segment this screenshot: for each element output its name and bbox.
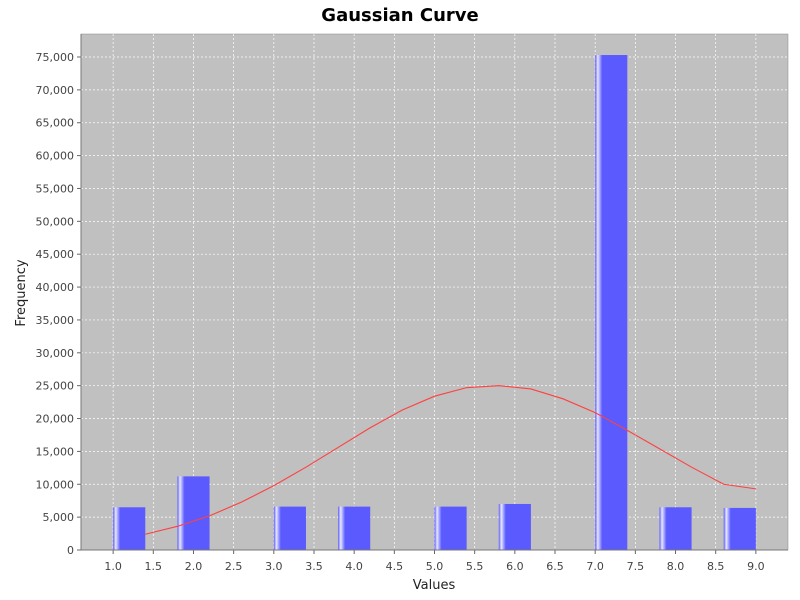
y-tick-label: 15,000 bbox=[36, 445, 75, 458]
y-tick-label: 40,000 bbox=[36, 281, 75, 294]
x-tick-label: 8.5 bbox=[707, 560, 725, 573]
bar bbox=[434, 506, 467, 550]
bar bbox=[595, 55, 628, 550]
y-tick-label: 25,000 bbox=[36, 380, 75, 393]
y-tick-label: 10,000 bbox=[36, 478, 75, 491]
x-tick-label: 5.0 bbox=[426, 560, 444, 573]
y-tick-label: 60,000 bbox=[36, 150, 75, 163]
x-tick-label: 4.5 bbox=[386, 560, 404, 573]
y-tick-label: 20,000 bbox=[36, 413, 75, 426]
plot-area: 0 5,000 10,000 15,000 20,000 25,000 30,000 35,0… bbox=[36, 33, 789, 573]
y-tick-label: 70,000 bbox=[36, 84, 75, 97]
x-tick-label: 7.5 bbox=[627, 560, 645, 573]
bar bbox=[113, 507, 146, 550]
x-tick-label: 5.5 bbox=[466, 560, 484, 573]
y-tick-label: 75,000 bbox=[36, 51, 75, 64]
x-tick-label: 2.0 bbox=[185, 560, 203, 573]
x-tick-label: 2.5 bbox=[225, 560, 243, 573]
x-tick-label: 1.5 bbox=[145, 560, 163, 573]
x-tick-label: 3.0 bbox=[265, 560, 283, 573]
y-tick-label: 5,000 bbox=[43, 511, 75, 524]
bar bbox=[338, 506, 371, 550]
gaussian-curve-line bbox=[145, 385, 756, 535]
x-tick-label: 7.0 bbox=[586, 560, 604, 573]
y-axis-label: Frequency bbox=[14, 259, 29, 326]
x-tick-label: 1.0 bbox=[104, 560, 122, 573]
x-tick-label: 3.5 bbox=[305, 560, 323, 573]
x-tick-label: 9.0 bbox=[747, 560, 765, 573]
x-tick-label: 6.0 bbox=[506, 560, 524, 573]
y-tick-label: 50,000 bbox=[36, 215, 75, 228]
y-tick-label: 65,000 bbox=[36, 117, 75, 130]
x-tick-label: 8.0 bbox=[667, 560, 685, 573]
x-tick-label: 4.0 bbox=[345, 560, 363, 573]
chart-title: Gaussian Curve bbox=[321, 5, 478, 26]
bar bbox=[273, 506, 306, 550]
bar bbox=[723, 507, 756, 550]
bar bbox=[177, 476, 210, 550]
y-tick-label: 35,000 bbox=[36, 314, 75, 327]
y-tick-label: 45,000 bbox=[36, 248, 75, 261]
x-axis-label: Values bbox=[413, 578, 456, 593]
y-tick-label: 55,000 bbox=[36, 182, 75, 195]
y-tick-label: 0 bbox=[67, 544, 74, 557]
x-tick-label: 6.5 bbox=[546, 560, 564, 573]
bar bbox=[659, 507, 692, 550]
bar bbox=[498, 503, 531, 550]
y-tick-label: 30,000 bbox=[36, 347, 75, 360]
